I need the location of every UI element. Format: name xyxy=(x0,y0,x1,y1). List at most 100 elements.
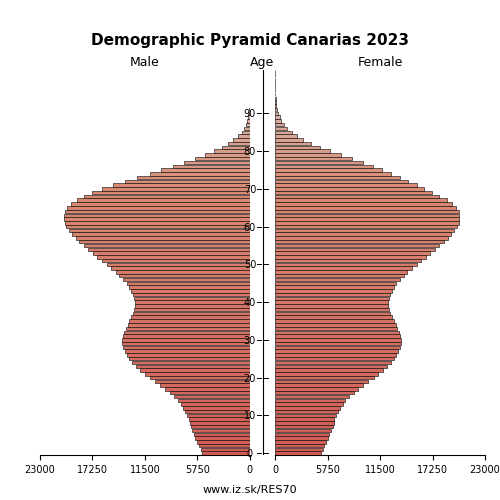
Bar xyxy=(135,304,250,308)
Bar xyxy=(275,406,340,409)
Bar xyxy=(275,274,404,278)
Bar xyxy=(249,112,250,115)
Bar xyxy=(178,398,250,402)
Bar xyxy=(79,240,250,244)
Bar xyxy=(102,259,250,262)
Bar xyxy=(174,395,250,398)
Bar xyxy=(134,296,250,300)
Bar xyxy=(190,421,250,424)
Bar xyxy=(72,232,250,236)
Bar xyxy=(275,300,388,304)
Bar xyxy=(275,266,412,270)
Bar xyxy=(275,410,338,414)
Bar xyxy=(173,164,250,168)
Bar xyxy=(124,330,250,334)
Bar xyxy=(275,391,353,394)
Bar xyxy=(275,142,310,146)
Bar xyxy=(275,334,400,338)
Bar xyxy=(275,296,389,300)
Bar xyxy=(275,440,326,444)
Bar xyxy=(275,248,435,251)
Text: Male: Male xyxy=(130,56,160,69)
Bar xyxy=(275,421,334,424)
Bar xyxy=(192,428,250,432)
Bar xyxy=(275,282,396,285)
Text: Demographic Pyramid Canarias 2023: Demographic Pyramid Canarias 2023 xyxy=(91,32,409,48)
Bar xyxy=(275,293,390,296)
Bar xyxy=(275,327,398,330)
Bar xyxy=(275,176,400,180)
Bar xyxy=(194,432,250,436)
Bar xyxy=(71,202,250,205)
Bar xyxy=(275,380,368,383)
Bar xyxy=(275,221,458,224)
Bar xyxy=(185,410,250,414)
Bar xyxy=(275,308,389,312)
Bar xyxy=(128,323,250,326)
Bar xyxy=(275,104,276,108)
Bar xyxy=(125,350,250,353)
Bar xyxy=(275,108,277,112)
Bar xyxy=(275,255,426,258)
Bar xyxy=(145,372,250,376)
Bar xyxy=(244,127,250,130)
Bar xyxy=(123,278,250,281)
Bar xyxy=(130,286,250,289)
Bar xyxy=(275,395,349,398)
Bar xyxy=(275,187,424,190)
Bar xyxy=(123,334,250,338)
Bar xyxy=(275,350,398,353)
Bar xyxy=(136,364,250,368)
Bar xyxy=(68,206,250,210)
Bar xyxy=(275,153,341,156)
Bar xyxy=(180,402,250,406)
Bar xyxy=(187,414,250,417)
Bar xyxy=(275,180,408,183)
Bar xyxy=(275,252,430,255)
Bar xyxy=(275,304,388,308)
Bar xyxy=(275,353,396,356)
Bar xyxy=(275,398,345,402)
Bar xyxy=(126,282,250,285)
Bar xyxy=(275,278,400,281)
Bar xyxy=(275,444,324,448)
Bar xyxy=(162,168,250,172)
Bar xyxy=(133,293,250,296)
Bar xyxy=(275,168,382,172)
Bar xyxy=(275,372,378,376)
Bar xyxy=(275,289,392,292)
Bar xyxy=(275,428,331,432)
Bar xyxy=(170,391,250,394)
Bar xyxy=(184,406,250,409)
Bar xyxy=(275,262,416,266)
Bar xyxy=(88,248,250,251)
Bar xyxy=(84,244,250,248)
Bar xyxy=(234,138,250,141)
Bar xyxy=(155,380,250,383)
Bar xyxy=(214,150,250,153)
Bar xyxy=(275,368,383,372)
Bar xyxy=(275,214,460,217)
Bar xyxy=(200,448,250,451)
Bar xyxy=(275,206,456,210)
Bar xyxy=(275,225,456,228)
Bar xyxy=(76,236,250,240)
Bar xyxy=(275,436,328,440)
Bar xyxy=(197,440,250,444)
Bar xyxy=(275,210,458,214)
Bar xyxy=(275,164,372,168)
Bar xyxy=(275,361,391,364)
Bar xyxy=(113,184,250,187)
Bar xyxy=(275,191,432,194)
Bar xyxy=(195,436,250,440)
Bar xyxy=(275,270,407,274)
Bar xyxy=(130,357,250,360)
Bar xyxy=(275,150,330,153)
Bar xyxy=(275,259,421,262)
Bar xyxy=(275,130,291,134)
Bar xyxy=(275,387,358,390)
Bar xyxy=(275,218,460,221)
Bar xyxy=(275,244,440,248)
Bar xyxy=(275,364,388,368)
Bar xyxy=(64,218,250,221)
